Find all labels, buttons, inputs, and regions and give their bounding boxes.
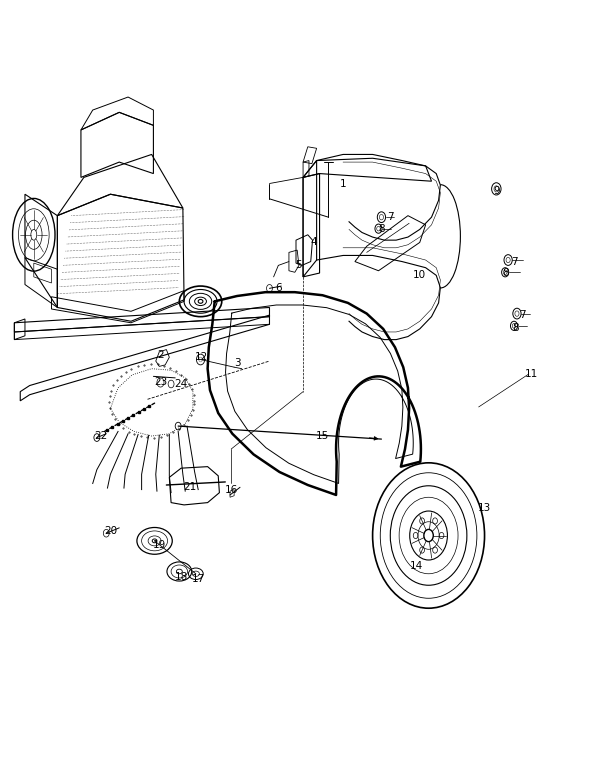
Text: 6: 6 [275, 283, 282, 293]
Text: 18: 18 [175, 572, 188, 582]
Text: 7: 7 [511, 257, 517, 266]
Text: 24: 24 [175, 379, 188, 389]
Text: 20: 20 [104, 526, 117, 536]
Text: 13: 13 [478, 503, 491, 513]
Text: 8: 8 [503, 268, 509, 278]
Text: 7: 7 [387, 212, 394, 222]
Text: 5: 5 [295, 260, 303, 270]
Text: 15: 15 [316, 431, 329, 441]
Text: 4: 4 [310, 237, 317, 247]
Text: 9: 9 [493, 186, 500, 196]
Text: 7: 7 [520, 310, 526, 320]
Text: 3: 3 [234, 359, 240, 369]
Text: 19: 19 [153, 540, 166, 550]
Text: 17: 17 [192, 574, 205, 584]
Text: 16: 16 [224, 485, 238, 495]
Text: 22: 22 [94, 431, 107, 441]
Text: 14: 14 [410, 561, 423, 571]
Text: 11: 11 [525, 369, 538, 379]
Text: 12: 12 [195, 353, 208, 362]
Text: 8: 8 [512, 323, 519, 333]
Text: 2: 2 [157, 350, 164, 360]
Text: 23: 23 [154, 377, 167, 388]
Text: 21: 21 [184, 482, 197, 492]
Text: 10: 10 [413, 270, 426, 280]
Text: 8: 8 [378, 223, 385, 233]
Text: 1: 1 [340, 178, 346, 188]
